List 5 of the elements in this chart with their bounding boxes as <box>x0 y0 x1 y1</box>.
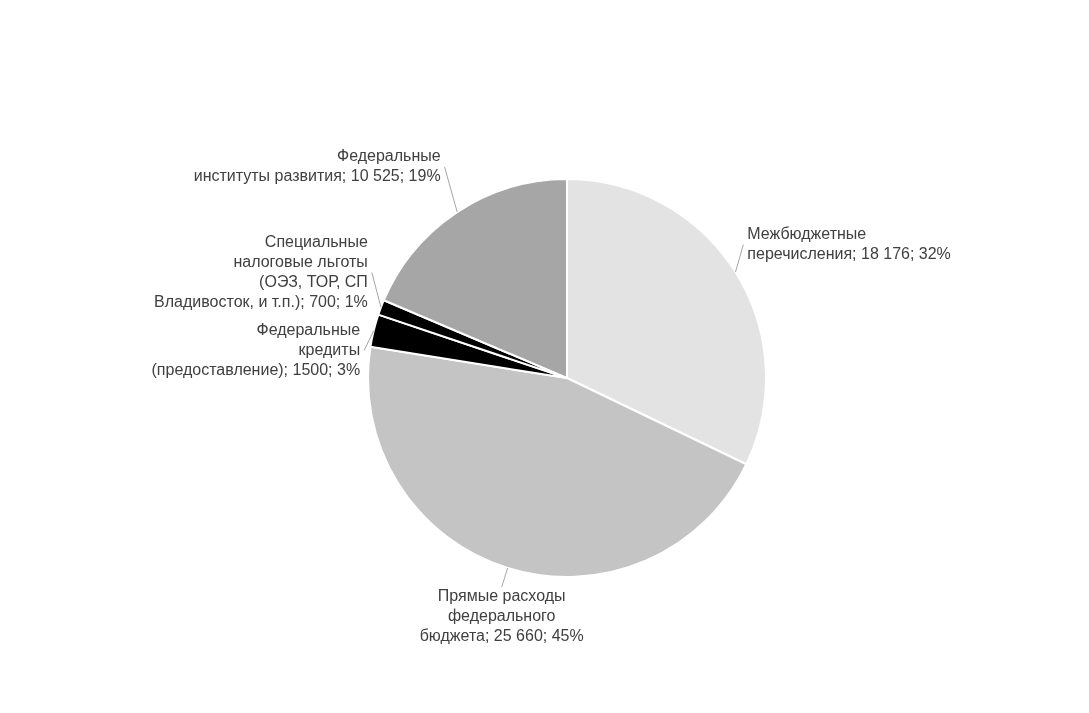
slice-label: Прямые расходы федерального бюджета; 25 660; 45% <box>419 587 584 645</box>
slice-label: Межбюджетные перечисления; 18 176; 32% <box>747 225 951 263</box>
slice-label: Специальные налоговые льготы (ОЭЗ, ТОР, СП Владивосток, и т.п.); 700; 1% <box>154 232 368 310</box>
slice-label: Федеральные институты развития; 10 525; 19% <box>193 147 441 185</box>
slice-label: Федеральные кредиты (предоставление); 1500; 3% <box>151 320 361 378</box>
